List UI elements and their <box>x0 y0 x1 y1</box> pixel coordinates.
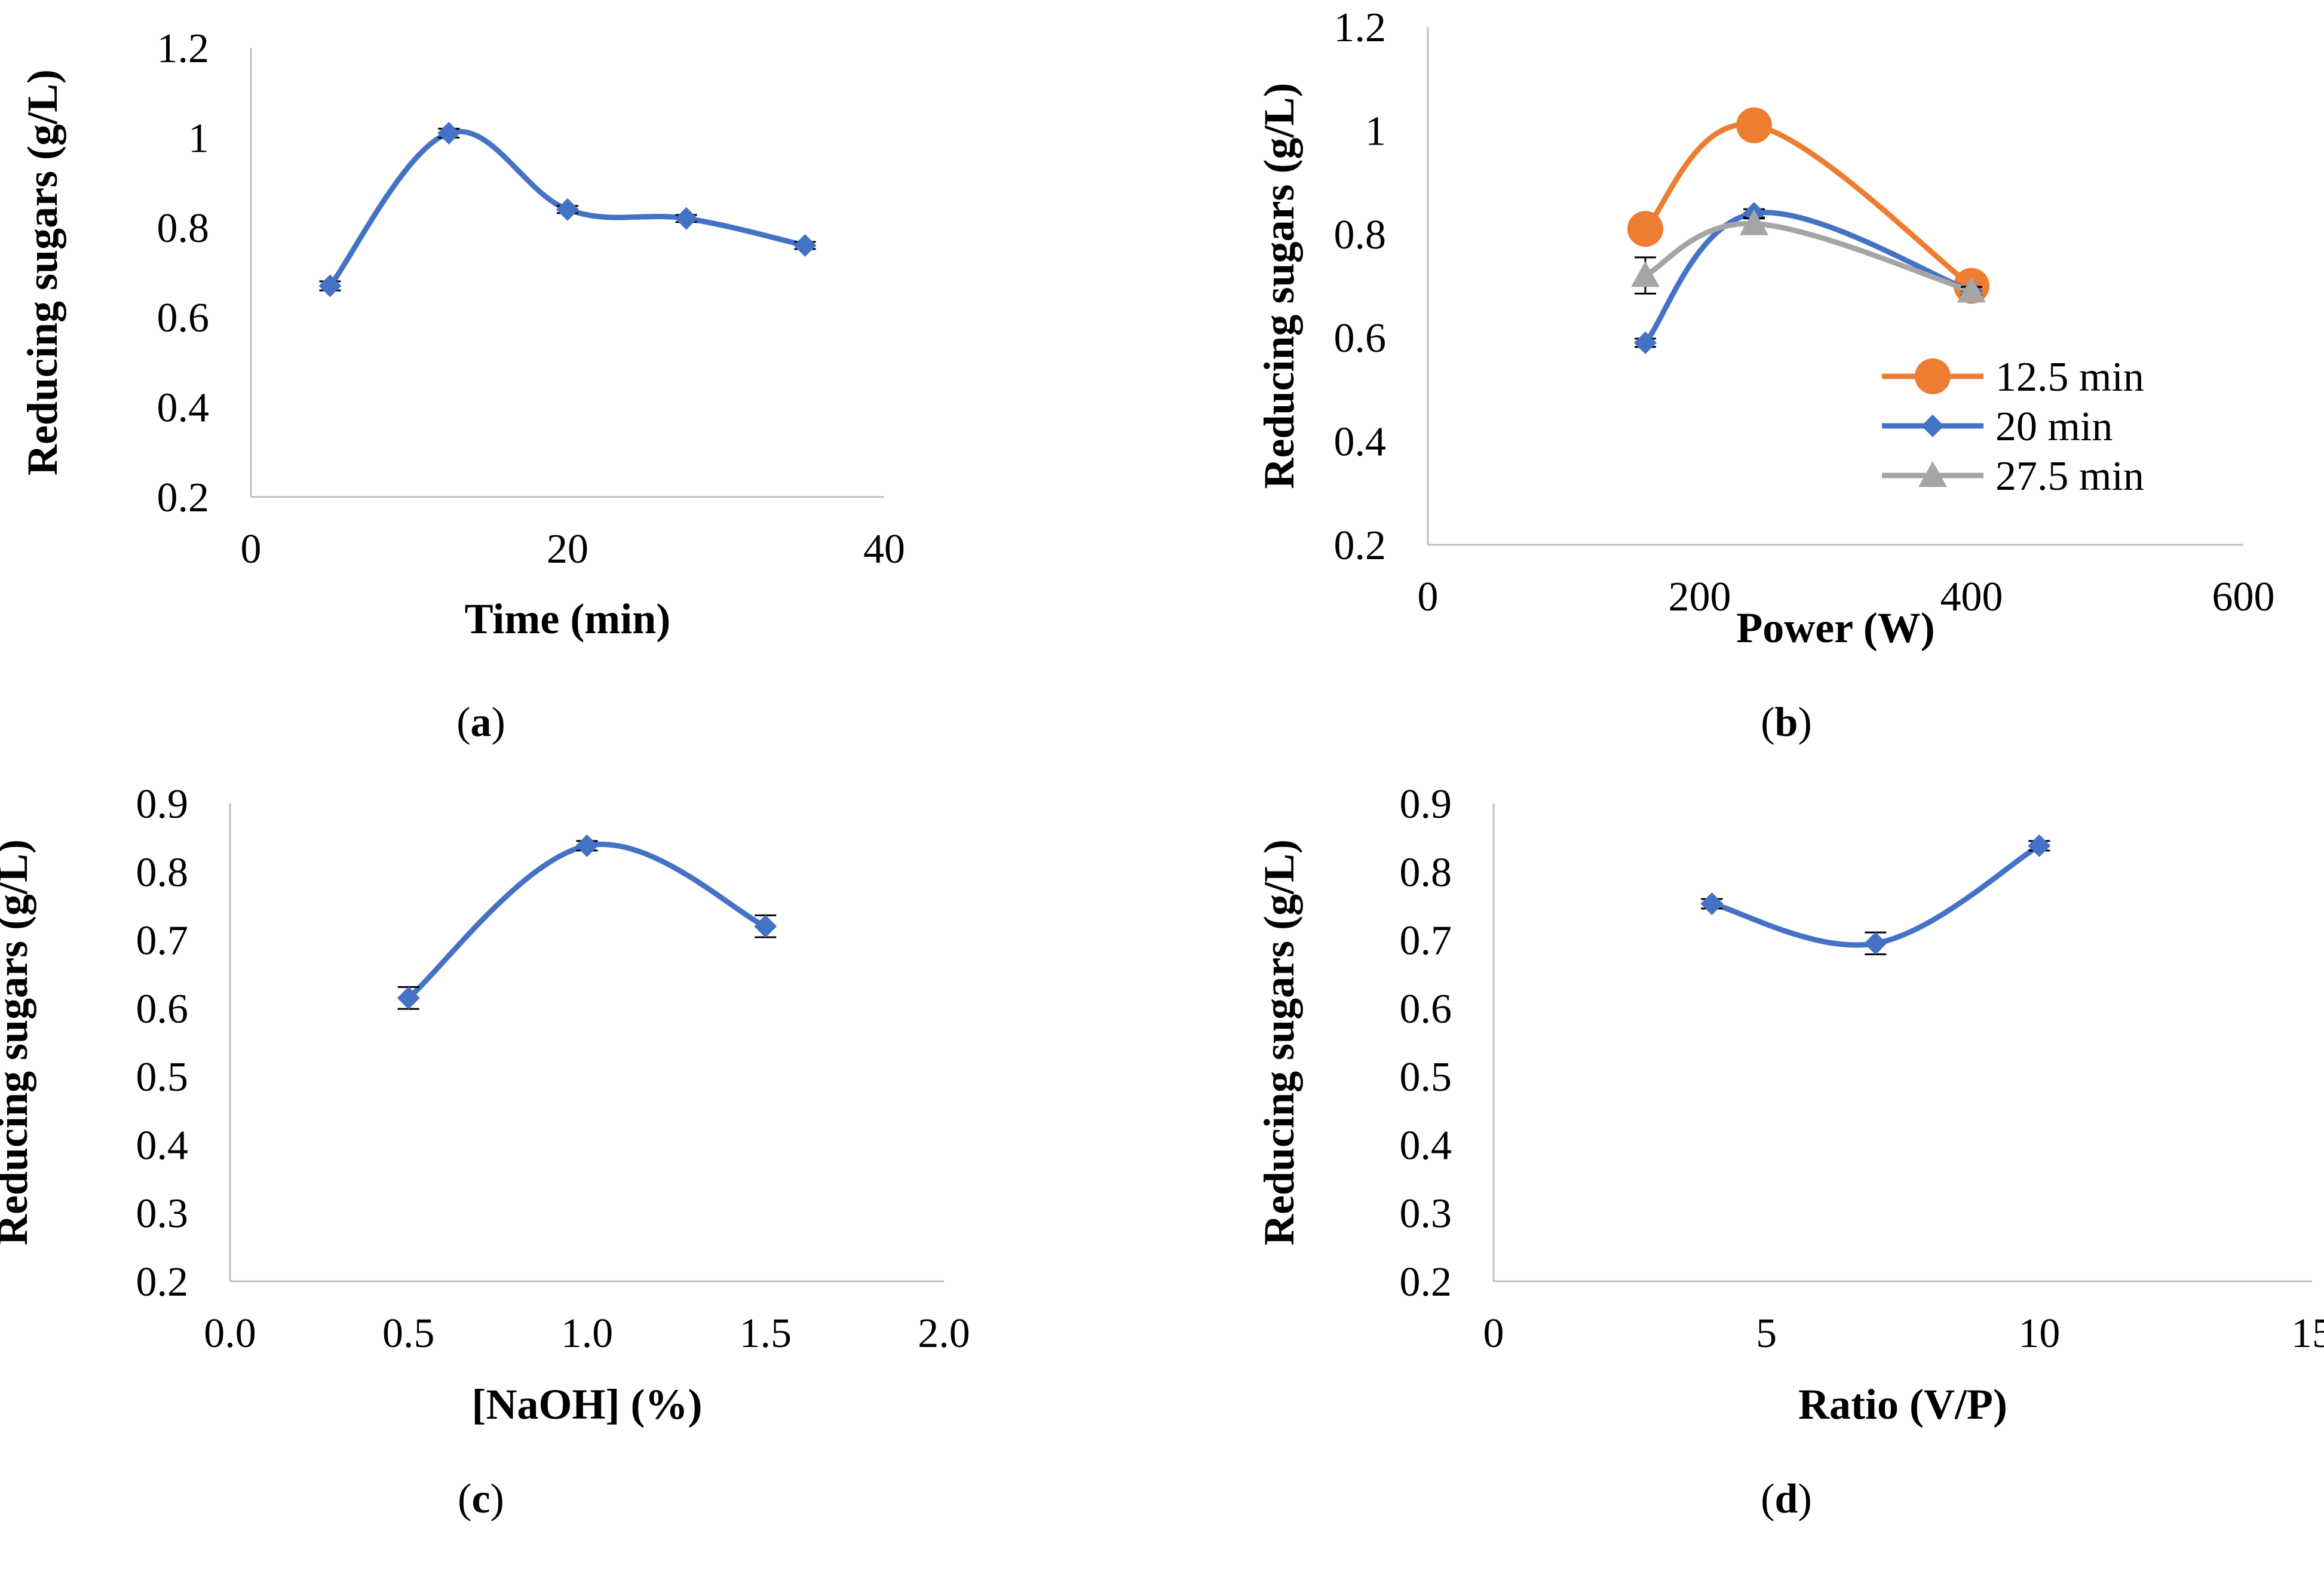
y-tick-label: 0.6 <box>157 295 210 341</box>
y-tick-label: 0.9 <box>1400 781 1452 827</box>
data-point <box>397 986 420 1010</box>
x-tick-label: 1.5 <box>740 1311 792 1357</box>
y-tick-label: 0.5 <box>136 1054 189 1100</box>
y-tick-label: 0.4 <box>1334 419 1387 465</box>
legend-label: 27.5 min <box>1995 453 2144 499</box>
y-tick-label: 1 <box>188 115 209 161</box>
y-tick-label: 0.7 <box>136 918 189 964</box>
x-axis-label: [NaOH] (%) <box>472 1380 703 1428</box>
series-main <box>1700 834 2051 956</box>
series-main <box>318 121 817 297</box>
y-axis-label: Reducing sugars (g/L) <box>1255 839 1303 1245</box>
legend-marker <box>1915 358 1951 394</box>
legend-entry: 27.5 min <box>1882 453 2144 499</box>
y-tick-label: 1.2 <box>1334 5 1387 51</box>
series-line <box>1642 220 1975 294</box>
legend-entry: 12.5 min <box>1882 354 2144 400</box>
y-tick-label: 0.6 <box>136 986 189 1032</box>
data-point <box>318 274 342 297</box>
x-tick-label: 0.0 <box>204 1311 256 1357</box>
series-line <box>1709 843 2042 948</box>
y-axis-label: Reducing sugars (g/L) <box>1255 82 1303 489</box>
series-main <box>397 834 777 1010</box>
y-tick-label: 0.8 <box>136 849 189 895</box>
panel-label-d: (d) <box>1761 1476 1812 1522</box>
data-point <box>1957 277 1986 303</box>
panel-label-b: (b) <box>1761 699 1812 745</box>
data-point <box>1740 209 1768 235</box>
y-axis-label: Reducing sugars (g/L) <box>0 839 36 1245</box>
y-tick-label: 0.8 <box>157 205 210 251</box>
data-point <box>1700 892 1724 915</box>
chart-a: 0.2 0.4 0.6 0.8 1 1.2 0 20 40 Time (min) Reducing … <box>19 26 905 643</box>
data-point <box>1634 331 1657 354</box>
y-tick-label: 0.3 <box>1400 1191 1452 1237</box>
y-tick-label: 0.6 <box>1334 315 1387 361</box>
legend-marker <box>1921 415 1944 437</box>
series-line <box>327 128 808 289</box>
series-27-5-min <box>1631 209 1986 303</box>
y-tick-label: 0.8 <box>1334 212 1387 258</box>
y-tick-label: 0.4 <box>157 385 210 431</box>
x-axis-label: Time (min) <box>465 595 671 643</box>
data-point <box>754 915 777 938</box>
data-point <box>1864 932 1887 955</box>
series-line <box>406 842 768 1001</box>
x-tick-label: 10 <box>2018 1311 2060 1357</box>
x-tick-label: 0 <box>241 526 262 572</box>
y-tick-label: 1.2 <box>157 26 210 72</box>
x-tick-label: 0 <box>1418 574 1439 620</box>
x-tick-label: 1.0 <box>561 1311 614 1357</box>
data-point <box>1631 261 1660 287</box>
chart-b: 0.2 0.4 0.6 0.8 1 1.2 0 200 400 600 Power (W) Reduc… <box>1255 5 2275 652</box>
x-tick-label: 400 <box>1940 574 2003 620</box>
data-point <box>1736 107 1772 143</box>
data-point <box>437 121 461 145</box>
x-tick-label: 0 <box>1483 1311 1504 1357</box>
legend-label: 20 min <box>1995 404 2113 450</box>
chart-c: 0.2 0.3 0.4 0.5 0.6 0.7 0.8 0.9 0.0 0.5 1.0 1.5 2.0 [… <box>0 781 970 1428</box>
x-tick-label: 200 <box>1669 574 1731 620</box>
y-axis-label: Reducing sugars (g/L) <box>19 69 66 475</box>
panel-label-a: (a) <box>456 699 505 745</box>
data-point <box>793 234 817 257</box>
x-tick-label: 40 <box>863 526 905 572</box>
y-tick-label: 0.8 <box>1400 849 1452 895</box>
legend-marker <box>1918 461 1947 487</box>
y-tick-label: 0.5 <box>1400 1054 1452 1100</box>
y-tick-label: 0.2 <box>1334 523 1387 569</box>
y-tick-label: 0.4 <box>1400 1122 1452 1168</box>
x-tick-label: 600 <box>2212 574 2275 620</box>
panel-label-c: (c) <box>458 1476 504 1522</box>
y-tick-label: 0.7 <box>1400 918 1452 964</box>
data-point <box>575 834 599 857</box>
legend-entry: 20 min <box>1882 404 2113 450</box>
y-tick-label: 0.3 <box>136 1191 189 1237</box>
chart-d: 0.2 0.3 0.4 0.5 0.6 0.7 0.8 0.9 0 5 10 15 Ratio (V/P… <box>1255 781 2324 1428</box>
y-tick-label: 1 <box>1365 108 1386 154</box>
data-point <box>1627 211 1663 247</box>
x-axis-label: Power (W) <box>1736 604 1935 652</box>
x-tick-label: 5 <box>1756 1311 1777 1357</box>
x-tick-label: 0.5 <box>382 1311 435 1357</box>
x-tick-label: 15 <box>2291 1311 2324 1357</box>
y-tick-label: 0.2 <box>1400 1259 1452 1305</box>
y-tick-label: 0.6 <box>1400 986 1452 1032</box>
data-point <box>674 207 698 230</box>
x-axis-label: Ratio (V/P) <box>1798 1380 2007 1428</box>
data-point <box>2028 834 2051 857</box>
y-tick-label: 0.2 <box>157 475 210 521</box>
x-tick-label: 2.0 <box>918 1311 970 1357</box>
legend-label: 12.5 min <box>1995 354 2144 400</box>
y-tick-label: 0.2 <box>136 1259 189 1305</box>
data-point <box>556 198 579 221</box>
y-tick-label: 0.4 <box>136 1122 189 1168</box>
y-tick-label: 0.9 <box>136 781 189 827</box>
x-tick-label: 20 <box>547 526 588 572</box>
